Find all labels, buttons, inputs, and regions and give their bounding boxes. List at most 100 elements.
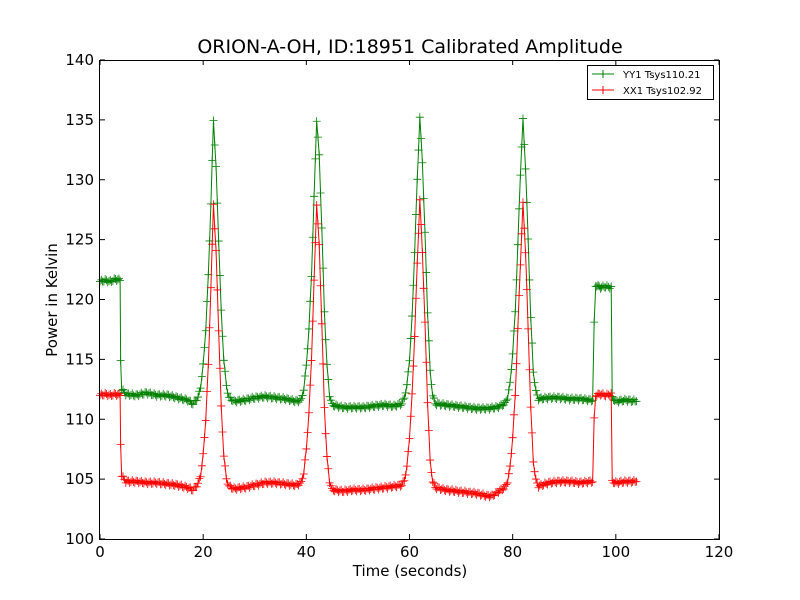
data-point-marker: [303, 428, 312, 437]
data-point-marker: [426, 366, 435, 375]
data-point-marker: [414, 146, 423, 155]
data-point-marker: [317, 224, 326, 233]
data-point-marker: [196, 472, 205, 481]
data-point-marker: [590, 413, 599, 422]
series-1: [96, 113, 641, 414]
data-point-marker: [401, 388, 410, 397]
legend: YY1 Tsys110.21 XX1 Tsys102.92: [587, 65, 714, 100]
data-point-marker: [312, 117, 321, 126]
data-point-marker: [410, 332, 419, 341]
data-point-marker: [223, 389, 232, 398]
data-point-marker: [324, 464, 333, 473]
data-point-marker: [316, 281, 325, 290]
data-point-marker: [301, 455, 310, 464]
data-point-marker: [518, 198, 527, 207]
data-point-marker: [524, 235, 533, 244]
data-point-marker: [521, 164, 530, 173]
data-point-marker: [587, 397, 596, 406]
data-point-marker: [307, 356, 316, 365]
data-point-marker: [212, 246, 221, 255]
data-point-marker: [221, 461, 230, 470]
data-point-marker: [297, 394, 306, 403]
data-point-marker: [406, 334, 415, 343]
data-point-marker: [396, 482, 405, 491]
data-point-marker: [507, 365, 516, 374]
data-point-marker: [219, 356, 228, 365]
data-point-marker: [197, 372, 206, 381]
data-point-marker: [424, 426, 433, 435]
data-point-marker: [424, 336, 433, 345]
data-point-marker: [512, 359, 521, 368]
data-point-marker: [324, 375, 333, 384]
y-axis-label: Power in Kelvin: [43, 243, 61, 357]
data-point-marker: [215, 364, 224, 373]
data-point-marker: [321, 335, 330, 344]
data-point-marker: [299, 386, 308, 395]
data-point-marker: [588, 477, 597, 486]
data-point-marker: [530, 467, 539, 476]
data-point-marker: [213, 285, 222, 294]
y-tick-label: 100: [65, 530, 94, 548]
data-point-marker: [423, 398, 432, 407]
y-tick-label: 130: [65, 171, 94, 189]
data-point-marker: [302, 361, 311, 370]
data-point-marker: [521, 248, 530, 257]
data-point-marker: [321, 429, 330, 438]
data-point-marker: [401, 470, 410, 479]
data-point-marker: [531, 475, 540, 484]
data-point-marker: [409, 362, 418, 371]
data-point-marker: [303, 344, 312, 353]
data-point-marker: [504, 469, 513, 478]
data-point-marker: [529, 457, 538, 466]
data-point-marker: [422, 358, 431, 367]
data-point-marker: [199, 359, 208, 368]
plot-frame: [99, 60, 720, 540]
legend-marker: [599, 70, 607, 78]
data-point-marker: [512, 275, 521, 284]
data-point-marker: [411, 294, 420, 303]
data-point-marker: [219, 452, 228, 461]
data-point-marker: [311, 154, 320, 163]
data-point-marker: [203, 297, 212, 306]
data-point-marker: [400, 394, 409, 403]
data-point-marker: [427, 468, 436, 477]
data-point-marker: [308, 317, 317, 326]
data-point-marker: [213, 199, 222, 208]
data-point-marker: [319, 359, 328, 368]
data-point-marker: [506, 378, 515, 387]
data-point-marker: [405, 356, 414, 365]
data-point-marker: [402, 380, 411, 389]
data-point-marker: [399, 477, 408, 486]
data-point-marker: [315, 240, 324, 249]
data-point-marker: [528, 339, 537, 348]
data-point-marker: [302, 444, 311, 453]
data-point-marker: [513, 324, 522, 333]
data-point-marker: [196, 384, 205, 393]
data-point-marker: [524, 324, 533, 333]
data-point-marker: [316, 188, 325, 197]
data-point-marker: [418, 248, 427, 257]
data-point-marker: [218, 428, 227, 437]
data-point-marker: [528, 428, 537, 437]
data-point-marker: [194, 393, 203, 402]
data-point-marker: [402, 462, 411, 471]
legend-frame: [587, 65, 714, 100]
data-point-marker: [313, 133, 322, 142]
data-point-marker: [116, 276, 125, 285]
data-point-marker: [428, 391, 437, 400]
data-point-marker: [508, 349, 517, 358]
data-point-marker: [313, 219, 322, 228]
y-tick-label: 140: [65, 51, 94, 69]
y-tick-label: 105: [65, 470, 94, 488]
data-point-marker: [197, 461, 206, 470]
data-point-marker: [400, 476, 409, 485]
legend-entry-2: XX1 Tsys102.92: [592, 86, 702, 97]
data-point-marker: [504, 385, 513, 394]
data-point-marker: [525, 365, 534, 374]
data-point-marker: [304, 408, 313, 417]
data-point-marker: [206, 283, 215, 292]
data-point-marker: [116, 391, 125, 400]
data-point-marker: [295, 396, 304, 405]
data-point-marker: [427, 380, 436, 389]
data-point-marker: [503, 478, 512, 487]
